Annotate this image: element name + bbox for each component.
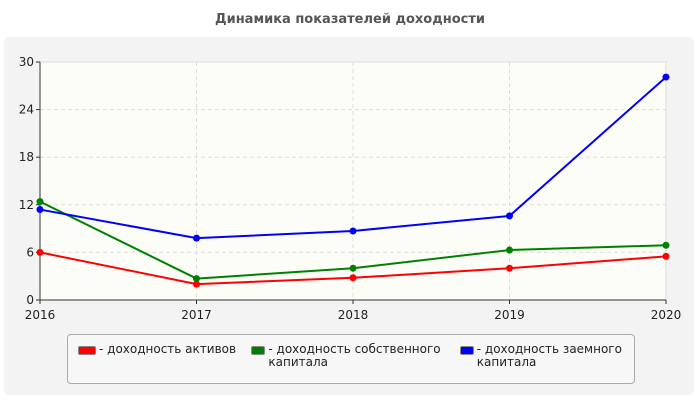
- x-tick-label: 2017: [181, 308, 212, 322]
- y-tick-label: 30: [19, 55, 34, 69]
- legend: - доходность активов - доходность собств…: [67, 334, 635, 384]
- x-tick-label: 2018: [338, 308, 369, 322]
- data-point: [662, 241, 670, 249]
- data-point: [36, 198, 44, 206]
- data-point: [662, 73, 670, 81]
- data-point: [36, 248, 44, 256]
- legend-item-equity: - доходность собственного капитала: [251, 343, 451, 369]
- data-point: [506, 264, 513, 272]
- y-tick-label: 12: [19, 198, 34, 212]
- data-point: [349, 274, 357, 282]
- data-point: [506, 246, 513, 254]
- legend-swatch: [78, 346, 96, 355]
- y-tick-label: 0: [26, 293, 34, 307]
- y-tick-label: 18: [19, 150, 34, 164]
- x-tick-label: 2020: [651, 308, 682, 322]
- legend-label: - доходность заемного капитала: [476, 342, 622, 369]
- data-point: [349, 227, 357, 235]
- y-tick-label: 6: [26, 245, 34, 259]
- legend-item-assets: - доходность активов: [78, 343, 248, 356]
- data-point: [193, 280, 200, 288]
- data-point: [193, 234, 200, 242]
- legend-item-debt: - доходность заемного капитала: [460, 343, 630, 369]
- legend-label: - доходность активов: [99, 342, 237, 356]
- data-point: [36, 206, 44, 214]
- legend-label: - доходность собственного капитала: [268, 342, 441, 369]
- data-point: [193, 275, 200, 283]
- x-tick-label: 2019: [494, 308, 525, 322]
- legend-swatch: [251, 346, 266, 355]
- data-point: [662, 252, 670, 260]
- chart-title: Динамика показателей доходности: [215, 12, 485, 27]
- data-point: [506, 212, 513, 220]
- x-tick-label: 2016: [25, 308, 56, 322]
- y-tick-label: 24: [19, 103, 34, 117]
- legend-swatch: [460, 346, 474, 355]
- data-point: [349, 264, 357, 272]
